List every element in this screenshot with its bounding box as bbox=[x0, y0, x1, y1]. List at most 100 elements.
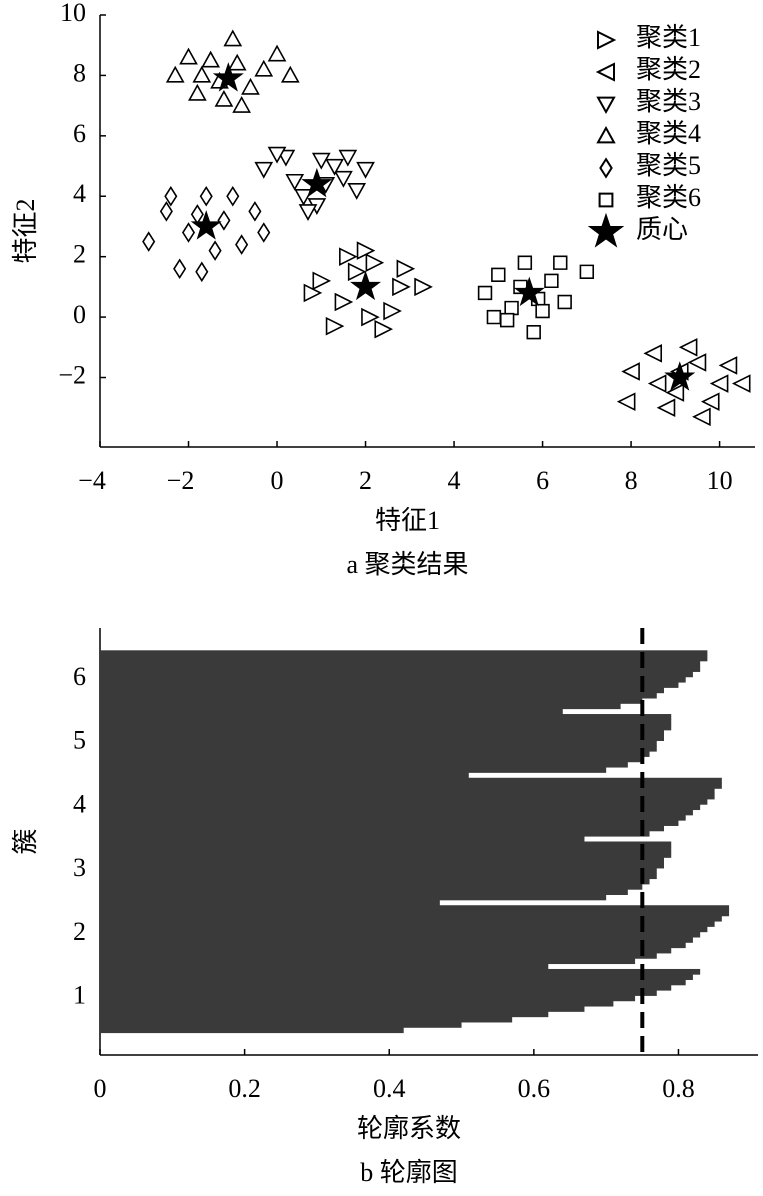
point bbox=[179, 47, 198, 65]
silhouette-bar bbox=[100, 1006, 585, 1012]
point bbox=[325, 158, 344, 176]
silhouette-bar bbox=[100, 899, 440, 906]
centroid bbox=[664, 361, 696, 391]
point bbox=[267, 146, 287, 164]
silhouette-bar bbox=[100, 660, 701, 667]
point bbox=[257, 222, 271, 243]
silhouette-bar bbox=[100, 873, 657, 880]
point bbox=[553, 255, 568, 270]
point bbox=[232, 95, 251, 113]
point bbox=[383, 301, 402, 321]
point bbox=[188, 83, 207, 101]
point bbox=[325, 316, 345, 336]
silhouette-bar bbox=[100, 1027, 404, 1034]
silhouette-bar bbox=[100, 703, 621, 710]
point bbox=[374, 319, 394, 339]
silhouette-bar bbox=[100, 1011, 549, 1018]
point bbox=[504, 300, 519, 316]
silhouette-bar bbox=[100, 724, 672, 731]
point bbox=[226, 185, 240, 207]
silhouette-bar bbox=[100, 857, 664, 864]
y-tick-label: 4 bbox=[73, 179, 86, 208]
point bbox=[208, 240, 222, 261]
point bbox=[192, 65, 212, 83]
y-tick-label: 3 bbox=[73, 853, 86, 882]
centroid bbox=[212, 62, 244, 92]
point bbox=[201, 50, 221, 68]
point bbox=[621, 362, 640, 381]
silhouette-bar bbox=[100, 809, 693, 816]
legend-label: 聚类6 bbox=[636, 183, 701, 212]
y-tick-label: −2 bbox=[58, 360, 86, 389]
silhouette-bar bbox=[100, 942, 686, 949]
silhouette-bar bbox=[100, 868, 657, 874]
silhouette-bar bbox=[100, 852, 672, 858]
point bbox=[647, 374, 667, 393]
silhouette-bar bbox=[100, 878, 650, 885]
point bbox=[347, 262, 367, 282]
silhouette-bar bbox=[100, 931, 701, 938]
y-tick-label: 6 bbox=[73, 119, 86, 148]
point bbox=[142, 231, 156, 252]
y-axis-label: 特征2 bbox=[11, 198, 40, 263]
point bbox=[665, 383, 685, 402]
point bbox=[181, 222, 196, 243]
point bbox=[414, 277, 433, 297]
point bbox=[214, 89, 234, 107]
x-tick-label: 0.4 bbox=[373, 1074, 406, 1103]
point bbox=[334, 170, 353, 188]
point bbox=[731, 374, 751, 393]
silhouette-bar bbox=[100, 841, 672, 848]
legend-label: 聚类3 bbox=[636, 87, 701, 116]
silhouette-bar bbox=[100, 921, 715, 927]
silhouette-bar bbox=[100, 894, 607, 901]
point bbox=[486, 309, 502, 325]
centroid bbox=[350, 270, 382, 301]
point bbox=[298, 204, 318, 222]
silhouette-bar bbox=[100, 990, 657, 996]
centroid bbox=[513, 276, 545, 307]
x-tick-label: 0.2 bbox=[228, 1074, 261, 1103]
point bbox=[199, 185, 213, 207]
legend-marker bbox=[598, 192, 614, 208]
caption: a 聚类结果 bbox=[346, 550, 468, 579]
silhouette-bar bbox=[100, 692, 657, 699]
y-tick-label: 8 bbox=[73, 58, 86, 87]
silhouette-bar bbox=[100, 793, 715, 800]
x-tick-label: 0.8 bbox=[662, 1074, 695, 1103]
legend-marker bbox=[599, 157, 613, 179]
point bbox=[235, 234, 249, 255]
y-axis-label: 簇 bbox=[11, 828, 40, 854]
silhouette-bar bbox=[100, 767, 607, 773]
silhouette-bar bbox=[100, 968, 701, 975]
legend-marker bbox=[597, 30, 617, 50]
silhouette-bar bbox=[100, 905, 730, 911]
silhouette-bar bbox=[100, 1000, 614, 1007]
silhouette-bar bbox=[100, 777, 722, 784]
y-tick-label: 2 bbox=[73, 240, 86, 269]
silhouette-bar bbox=[100, 862, 664, 869]
silhouette-bar bbox=[100, 788, 715, 795]
silhouette-bar bbox=[100, 1016, 513, 1023]
legend-label: 聚类5 bbox=[636, 151, 701, 180]
silhouette-bar bbox=[100, 804, 701, 811]
point bbox=[217, 210, 231, 231]
silhouette-bar bbox=[100, 655, 708, 662]
point bbox=[347, 183, 367, 200]
point bbox=[254, 59, 274, 77]
point bbox=[643, 344, 663, 363]
silhouette-bar bbox=[100, 751, 650, 757]
silhouette-bar bbox=[100, 650, 708, 657]
silhouette-bar bbox=[100, 820, 679, 826]
point bbox=[396, 259, 416, 279]
silhouette-bar bbox=[100, 846, 672, 853]
point bbox=[491, 267, 506, 283]
silhouette-bar bbox=[100, 883, 643, 890]
silhouette-bar bbox=[100, 682, 679, 688]
silhouette-bar bbox=[100, 729, 664, 736]
x-tick-label: 4 bbox=[448, 466, 461, 495]
legend-marker bbox=[595, 62, 615, 82]
y-tick-label: 5 bbox=[73, 726, 86, 755]
point bbox=[334, 292, 354, 312]
point bbox=[248, 201, 262, 222]
